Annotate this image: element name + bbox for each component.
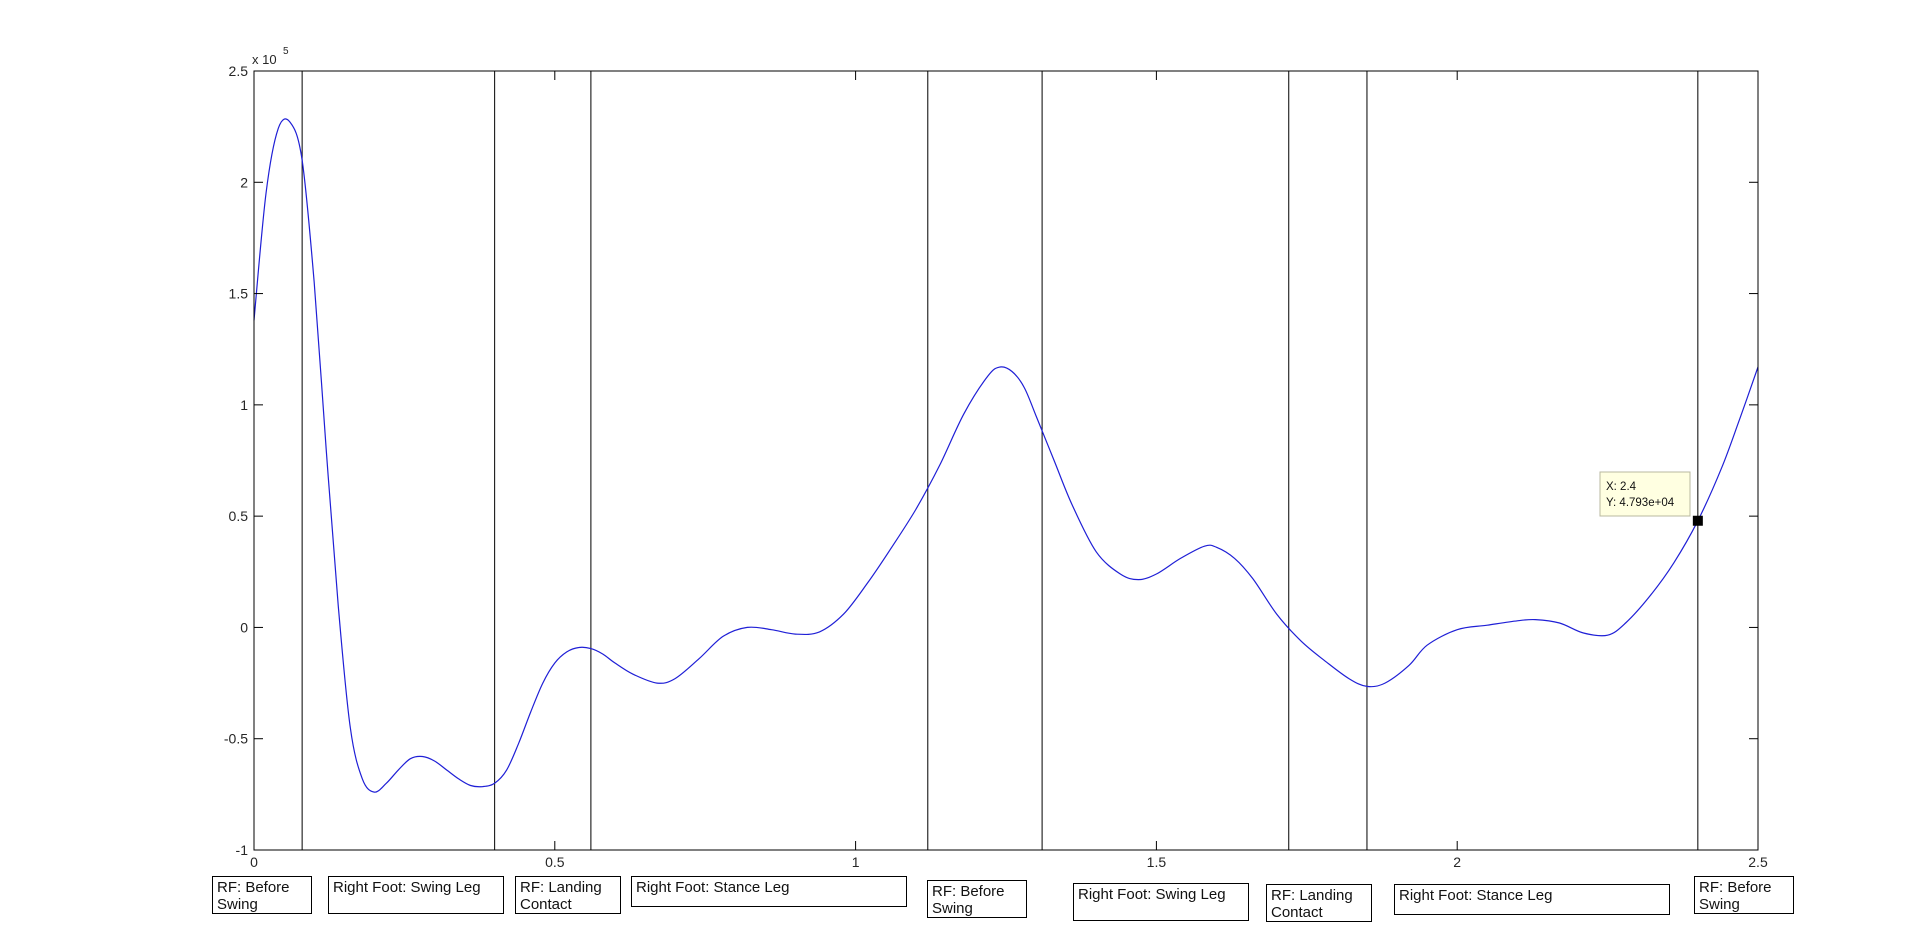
phase-label: RF: Before Swing — [212, 876, 312, 914]
y-exponent-base: x 10 — [252, 52, 277, 67]
data-tip-box — [1599, 471, 1691, 517]
y-tick-label: 1 — [240, 397, 248, 413]
y-exponent-power: 5 — [283, 46, 289, 57]
phase-label: Right Foot: Stance Leg — [631, 876, 907, 907]
phase-label: RF: Before Swing — [1694, 876, 1794, 914]
phase-label: Right Foot: Stance Leg — [1394, 884, 1670, 915]
y-tick-label: 0.5 — [229, 508, 249, 524]
axis-ticks: 0 0.5 1 1.5 2 2.5 -1 -0.5 0 0.5 1 1.5 2 2.5 — [224, 63, 1768, 870]
x-tick-label: 0.5 — [545, 854, 565, 870]
data-tip[interactable]: X: 2.4 Y: 4.793e+04 — [1599, 471, 1703, 526]
y-tick-label: 0 — [240, 619, 248, 635]
x-tick-label: 1 — [852, 854, 860, 870]
x-tick-label: 2 — [1453, 854, 1461, 870]
y-tick-label: -1 — [236, 842, 249, 858]
phase-label: RF: Before Swing — [927, 880, 1027, 918]
phase-label: RF: Landing Contact — [1266, 884, 1372, 922]
y-tick-label: -0.5 — [224, 731, 248, 747]
phase-label: RF: Landing Contact — [515, 876, 621, 914]
x-tick-label: 1.5 — [1147, 854, 1167, 870]
phase-label: Right Foot: Swing Leg — [328, 876, 504, 914]
phase-label: Right Foot: Swing Leg — [1073, 883, 1249, 921]
y-exponent-label: x 10 5 — [252, 46, 289, 67]
data-tip-x: X: 2.4 — [1606, 481, 1637, 493]
phase-boundary-lines — [301, 71, 1699, 850]
axes-box — [253, 70, 1759, 851]
y-tick-label: 1.5 — [229, 286, 249, 302]
series-line — [253, 118, 1759, 793]
y-tick-label: 2.5 — [229, 63, 249, 79]
data-tip-marker[interactable] — [1692, 515, 1703, 526]
y-tick-label: 2 — [240, 174, 248, 190]
x-tick-label: 0 — [250, 854, 258, 870]
x-tick-label: 2.5 — [1748, 854, 1768, 870]
data-tip-y: Y: 4.793e+04 — [1606, 497, 1675, 509]
